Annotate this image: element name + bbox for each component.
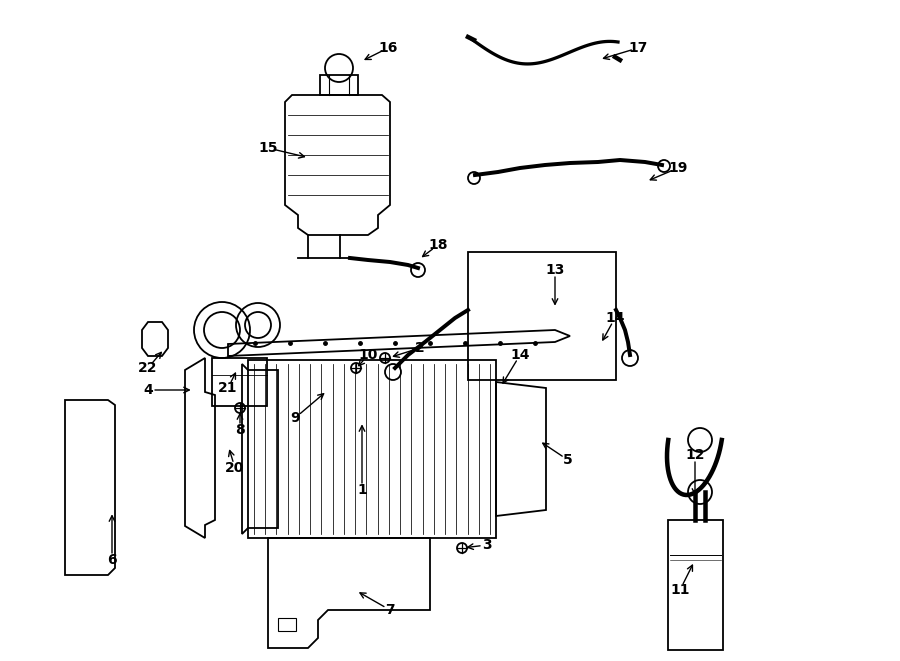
Text: 21: 21 [218,381,238,395]
Bar [320,75,358,95]
Text: 6: 6 [107,553,117,567]
Text: 10: 10 [358,348,378,362]
Text: 13: 13 [545,263,564,277]
Text: 8: 8 [235,423,245,437]
Text: 22: 22 [139,361,158,375]
Text: 16: 16 [378,41,398,55]
Text: 9: 9 [290,411,300,425]
Bar [212,358,267,406]
Text: 5: 5 [563,453,573,467]
Text: 18: 18 [428,238,448,252]
Text: 17: 17 [628,41,648,55]
Text: 7: 7 [385,603,395,617]
Text: 1: 1 [357,483,367,497]
Text: 4: 4 [143,383,153,397]
Text: 15: 15 [258,141,278,155]
Bar [668,520,723,650]
Text: 3: 3 [482,538,491,552]
Text: 20: 20 [225,461,245,475]
Text: 14: 14 [605,311,625,325]
Text: 19: 19 [669,161,688,175]
Text: 11: 11 [670,583,689,597]
Text: 2: 2 [415,341,425,355]
Bar [278,618,296,631]
Text: 12: 12 [685,448,705,462]
Bar [248,360,496,538]
Text: 14: 14 [510,348,530,362]
Bar [468,252,616,380]
